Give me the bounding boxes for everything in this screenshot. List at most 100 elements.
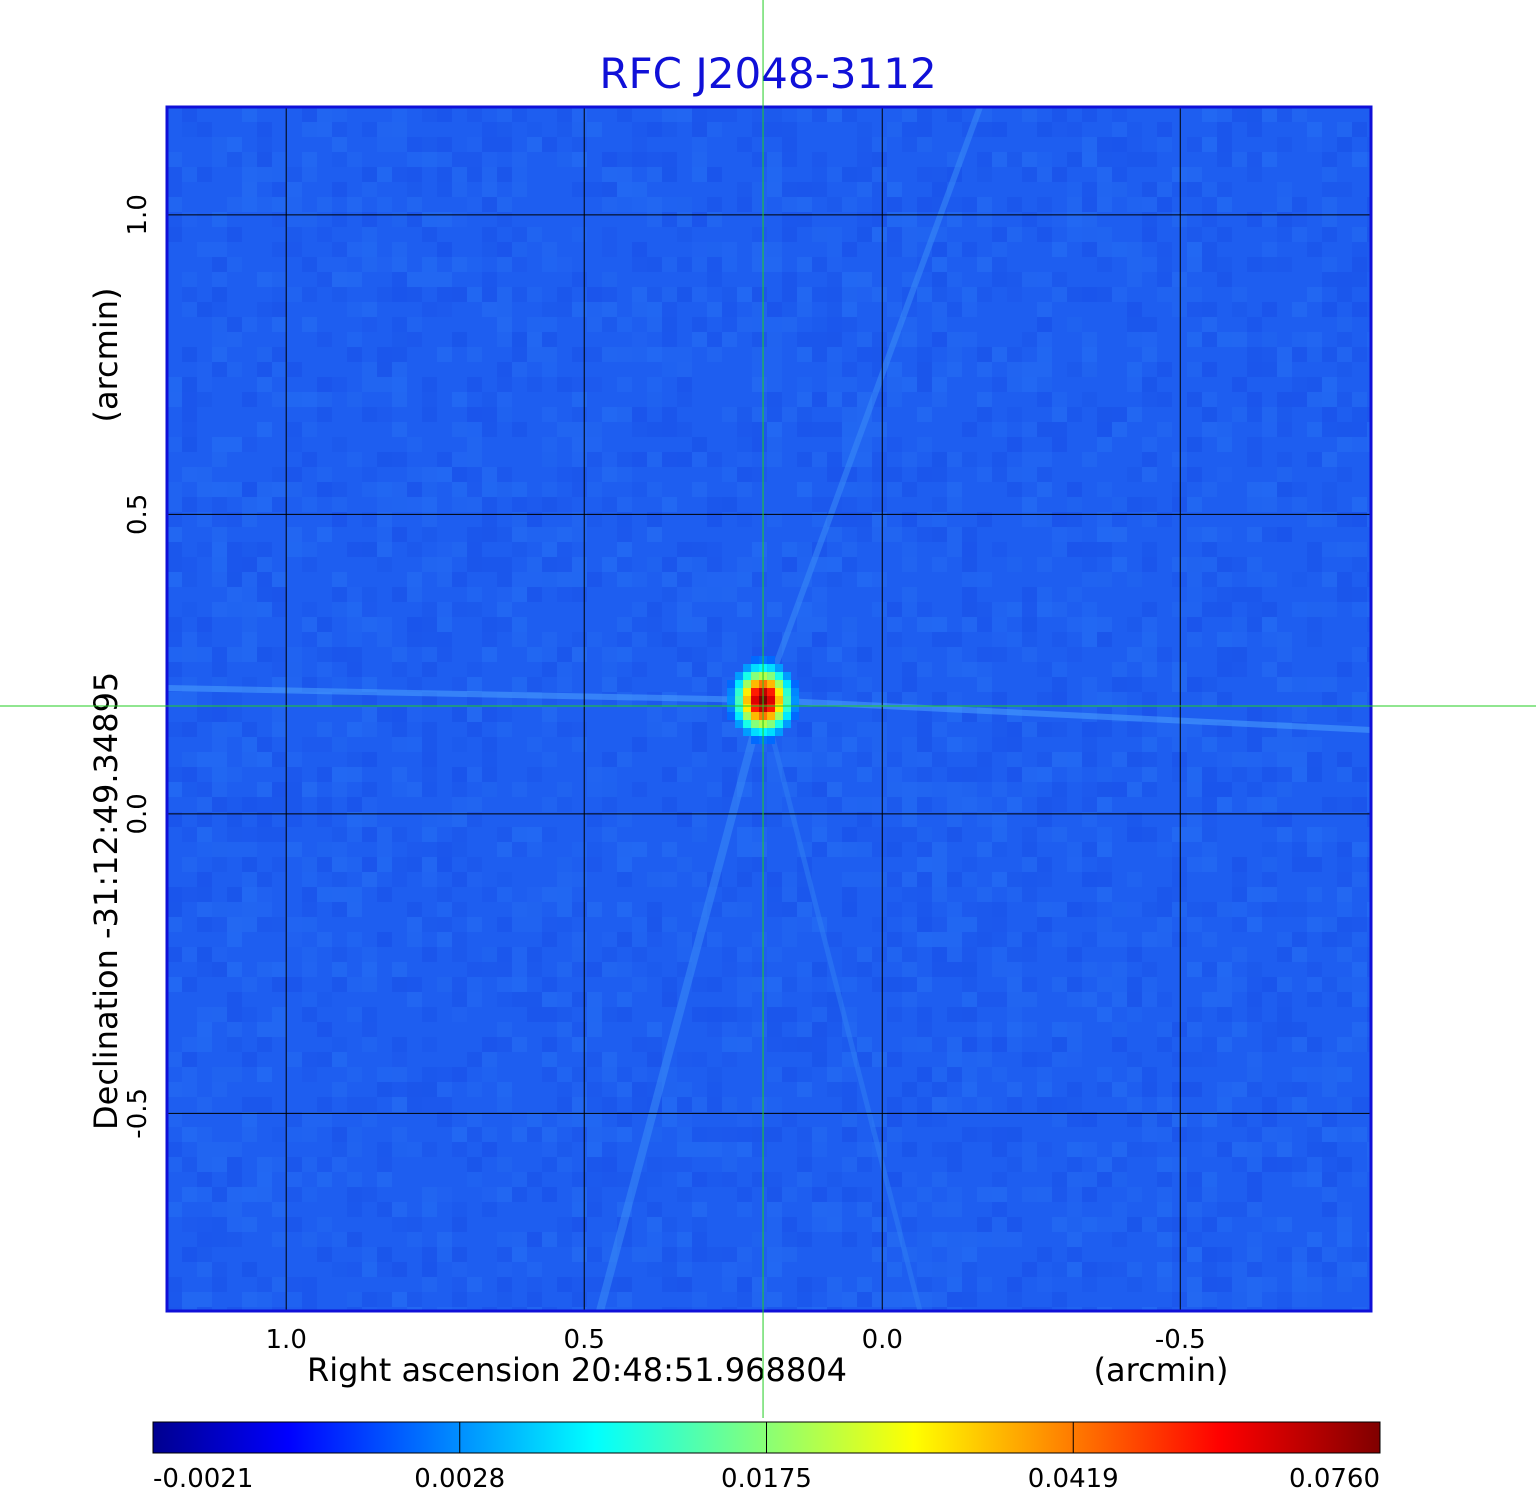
noise-cell	[752, 227, 767, 242]
noise-cell	[572, 512, 587, 527]
noise-cell	[662, 842, 677, 857]
noise-cell	[1262, 362, 1277, 377]
noise-cell	[272, 272, 287, 287]
noise-cell	[182, 1037, 197, 1052]
source-pixel	[767, 656, 776, 665]
noise-cell	[1007, 1127, 1022, 1142]
noise-cell	[917, 287, 932, 302]
noise-cell	[1007, 977, 1022, 992]
noise-cell	[917, 227, 932, 242]
noise-cell	[1247, 392, 1262, 407]
noise-cell	[1172, 887, 1187, 902]
noise-cell	[527, 962, 542, 977]
noise-cell	[617, 167, 632, 182]
noise-cell	[1007, 362, 1022, 377]
noise-cell	[1292, 737, 1307, 752]
noise-cell	[752, 377, 767, 392]
noise-cell	[437, 242, 452, 257]
noise-cell	[737, 437, 752, 452]
noise-cell	[1187, 332, 1202, 347]
noise-cell	[1202, 812, 1217, 827]
noise-cell	[992, 872, 1007, 887]
noise-cell	[167, 182, 182, 197]
noise-cell	[272, 1127, 287, 1142]
noise-cell	[437, 1187, 452, 1202]
noise-cell	[887, 392, 902, 407]
noise-cell	[947, 1097, 962, 1112]
noise-cell	[587, 632, 602, 647]
noise-cell	[1127, 1007, 1142, 1022]
noise-cell	[1112, 1022, 1127, 1037]
noise-cell	[332, 287, 347, 302]
noise-cell	[347, 1142, 362, 1157]
noise-cell	[332, 677, 347, 692]
noise-cell	[212, 317, 227, 332]
noise-cell	[362, 1187, 377, 1202]
noise-cell	[1022, 452, 1037, 467]
noise-cell	[1037, 752, 1052, 767]
noise-cell	[1142, 497, 1157, 512]
noise-cell	[482, 1202, 497, 1217]
source-pixel	[735, 712, 744, 721]
noise-cell	[287, 1277, 302, 1292]
noise-cell	[962, 1037, 977, 1052]
noise-cell	[227, 1037, 242, 1052]
noise-cell	[857, 962, 872, 977]
noise-cell	[257, 197, 272, 212]
noise-cell	[197, 542, 212, 557]
noise-cell	[617, 872, 632, 887]
noise-cell	[932, 332, 947, 347]
noise-cell	[812, 1037, 827, 1052]
noise-cell	[1067, 317, 1082, 332]
noise-cell	[227, 692, 242, 707]
noise-cell	[347, 932, 362, 947]
noise-cell	[1247, 737, 1262, 752]
noise-cell	[467, 167, 482, 182]
noise-cell	[1097, 827, 1112, 842]
noise-cell	[692, 977, 707, 992]
noise-cell	[1352, 542, 1367, 557]
noise-cell	[692, 452, 707, 467]
noise-cell	[257, 797, 272, 812]
noise-cell	[1007, 632, 1022, 647]
noise-cell	[917, 1067, 932, 1082]
noise-cell	[782, 302, 797, 317]
noise-cell	[272, 317, 287, 332]
noise-cell	[497, 317, 512, 332]
noise-cell	[1232, 1202, 1247, 1217]
noise-cell	[662, 197, 677, 212]
noise-cell	[392, 212, 407, 227]
noise-cell	[632, 1082, 647, 1097]
noise-cell	[632, 917, 647, 932]
noise-cell	[1037, 767, 1052, 782]
noise-cell	[737, 1292, 752, 1307]
noise-cell	[407, 842, 422, 857]
noise-cell	[1172, 1247, 1187, 1262]
noise-cell	[1172, 902, 1187, 917]
noise-cell	[932, 1202, 947, 1217]
noise-cell	[1142, 1127, 1157, 1142]
noise-cell	[602, 317, 617, 332]
noise-cell	[1157, 422, 1172, 437]
noise-cell	[542, 242, 557, 257]
noise-cell	[767, 1202, 782, 1217]
noise-cell	[752, 407, 767, 422]
noise-cell	[797, 257, 812, 272]
noise-cell	[947, 527, 962, 542]
noise-cell	[1007, 482, 1022, 497]
noise-cell	[1307, 557, 1322, 572]
noise-cell	[347, 347, 362, 362]
noise-cell	[752, 1232, 767, 1247]
noise-cell	[1127, 812, 1142, 827]
noise-cell	[947, 827, 962, 842]
noise-cell	[587, 1277, 602, 1292]
noise-cell	[602, 197, 617, 212]
noise-cell	[647, 1022, 662, 1037]
noise-cell	[947, 1007, 962, 1022]
noise-cell	[1277, 452, 1292, 467]
noise-cell	[977, 932, 992, 947]
source-pixel	[783, 712, 792, 721]
noise-cell	[167, 152, 182, 167]
noise-cell	[167, 782, 182, 797]
noise-cell	[977, 662, 992, 677]
